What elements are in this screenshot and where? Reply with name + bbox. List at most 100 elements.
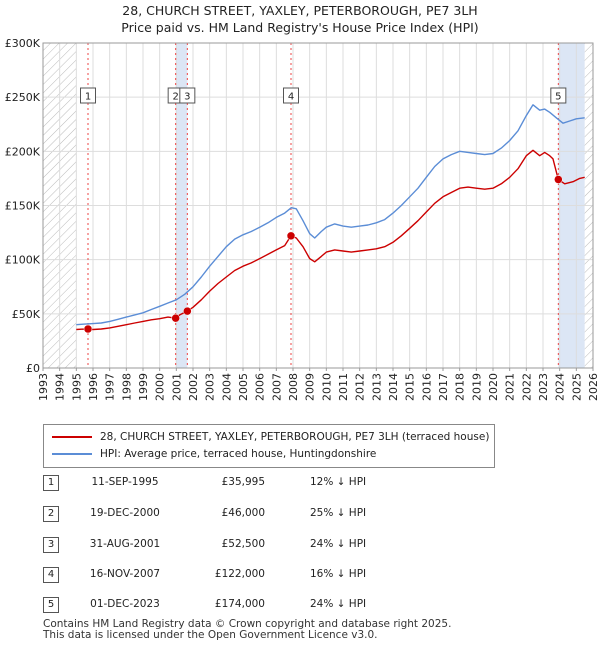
transaction-hpi-diff: 24% ↓ HPI bbox=[310, 598, 367, 610]
hpi-series-line bbox=[76, 104, 585, 326]
legend-label-hpi: HPI: Average price, terraced house, Hunt… bbox=[100, 448, 377, 460]
price-chart: 1 2 3 4 5£0£50K£100K£150K£200K£250K£300K1993… bbox=[5, 37, 600, 401]
y-tick-label: £0 bbox=[26, 362, 40, 375]
x-tick-label: 2011 bbox=[337, 373, 350, 401]
x-tick-label: 2008 bbox=[287, 373, 300, 401]
sale-label-number: 2 bbox=[172, 92, 178, 103]
transaction-date: 11-SEP-1995 bbox=[91, 476, 159, 488]
x-tick-label: 1996 bbox=[87, 373, 100, 401]
transaction-number-badge: 5 bbox=[43, 597, 59, 613]
x-tick-label: 1993 bbox=[37, 373, 50, 401]
footer-line-2: This data is licensed under the Open Gov… bbox=[43, 629, 378, 641]
transaction-hpi-diff: 25% ↓ HPI bbox=[310, 507, 367, 519]
transaction-number-badge: 1 bbox=[43, 475, 59, 491]
sale-label-frame bbox=[179, 87, 196, 104]
x-tick-label: 2003 bbox=[204, 373, 217, 401]
x-tick-label: 1994 bbox=[54, 373, 67, 401]
transaction-number-badge: 4 bbox=[43, 567, 59, 583]
sale-label-number: 1 bbox=[85, 92, 91, 103]
x-tick-label: 2015 bbox=[404, 373, 417, 401]
x-tick-label: 2018 bbox=[454, 373, 467, 401]
sale-label-number: 4 bbox=[288, 92, 294, 103]
transaction-price: £52,500 bbox=[221, 538, 265, 550]
y-tick-label: £150K bbox=[5, 200, 41, 213]
x-tick-label: 1998 bbox=[120, 373, 133, 401]
legend-item-hpi: HPI: Average price, terraced house, Hunt… bbox=[52, 446, 376, 462]
transaction-hpi-diff: 24% ↓ HPI bbox=[310, 538, 367, 550]
sale-label-frame bbox=[283, 87, 299, 104]
sale-label-box: 3 bbox=[179, 87, 196, 104]
sale-label-number: 3 bbox=[184, 92, 190, 103]
transaction-date: 19-DEC-2000 bbox=[90, 507, 160, 519]
x-tick-label: 2023 bbox=[537, 373, 550, 401]
plot-frame bbox=[42, 42, 594, 369]
transaction-number-badge: 2 bbox=[43, 506, 59, 522]
sale-label-frame bbox=[80, 87, 96, 104]
legend-line-property bbox=[52, 436, 92, 438]
legend-line-hpi bbox=[52, 453, 92, 455]
y-tick-label: £50K bbox=[12, 308, 41, 321]
footer-line-1: Contains HM Land Registry data © Crown c… bbox=[43, 618, 452, 630]
x-tick-label: 1997 bbox=[104, 373, 117, 401]
transaction-row: 5 01-DEC-2023 £174,000 24% ↓ HPI bbox=[0, 597, 600, 617]
transaction-date: 01-DEC-2023 bbox=[90, 598, 160, 610]
x-tick-label: 2014 bbox=[387, 373, 400, 401]
property-series-line bbox=[76, 149, 585, 331]
x-tick-label: 1999 bbox=[137, 373, 150, 401]
x-tick-label: 2009 bbox=[304, 373, 317, 401]
sale-point bbox=[554, 175, 563, 184]
transaction-row: 1 11-SEP-1995 £35,995 12% ↓ HPI bbox=[0, 475, 600, 495]
x-tick-label: 1995 bbox=[70, 373, 83, 401]
sale-label-frame bbox=[550, 87, 567, 104]
y-tick-label: £100K bbox=[5, 254, 41, 267]
x-tick-label: 2010 bbox=[320, 373, 333, 401]
transaction-price: £46,000 bbox=[221, 507, 265, 519]
transaction-date: 16-NOV-2007 bbox=[89, 568, 161, 580]
x-tick-label: 2013 bbox=[370, 373, 383, 401]
x-tick-label: 2026 bbox=[587, 373, 600, 401]
y-tick-label: £250K bbox=[5, 91, 41, 104]
x-tick-label: 2002 bbox=[187, 373, 200, 401]
sale-point bbox=[286, 231, 296, 241]
transaction-price: £174,000 bbox=[214, 598, 265, 610]
transaction-date: 31-AUG-2001 bbox=[89, 538, 161, 550]
x-tick-label: 2016 bbox=[420, 373, 433, 401]
legend-label-property: 28, CHURCH STREET, YAXLEY, PETERBOROUGH,… bbox=[100, 431, 490, 443]
x-tick-label: 2019 bbox=[470, 373, 483, 401]
x-tick-label: 2022 bbox=[520, 373, 533, 401]
transaction-row: 2 19-DEC-2000 £46,000 25% ↓ HPI bbox=[0, 506, 600, 526]
sale-point bbox=[183, 306, 192, 316]
y-tick-label: £200K bbox=[5, 145, 41, 158]
x-tick-label: 2004 bbox=[220, 373, 233, 401]
transaction-number-badge: 3 bbox=[43, 537, 59, 553]
transaction-hpi-diff: 16% ↓ HPI bbox=[310, 568, 367, 580]
x-tick-label: 2021 bbox=[504, 373, 517, 401]
y-tick-label: £300K bbox=[5, 37, 41, 50]
chart-title: 28, CHURCH STREET, YAXLEY, PETERBOROUGH,… bbox=[122, 3, 478, 18]
sale-point bbox=[171, 313, 180, 323]
x-tick-label: 2024 bbox=[554, 373, 567, 401]
chart-title-block: 28, CHURCH STREET, YAXLEY, PETERBOROUGH,… bbox=[0, 2, 600, 36]
sale-label-box: 1 bbox=[80, 87, 96, 104]
transaction-row: 4 16-NOV-2007 £122,000 16% ↓ HPI bbox=[0, 567, 600, 587]
x-tick-label: 2020 bbox=[487, 373, 500, 401]
chart-subtitle: Price paid vs. HM Land Registry's House … bbox=[121, 20, 479, 35]
x-tick-label: 2017 bbox=[437, 373, 450, 401]
sale-point bbox=[83, 324, 93, 334]
transaction-row: 3 31-AUG-2001 £52,500 24% ↓ HPI bbox=[0, 537, 600, 557]
x-tick-label: 2005 bbox=[237, 373, 250, 401]
transaction-hpi-diff: 12% ↓ HPI bbox=[310, 476, 367, 488]
x-tick-label: 2001 bbox=[170, 373, 183, 401]
transaction-price: £122,000 bbox=[214, 568, 265, 580]
sale-label-box: 5 bbox=[550, 87, 567, 104]
sale-label-number: 5 bbox=[555, 92, 561, 103]
sale-label-box: 4 bbox=[283, 87, 299, 104]
legend-item-property: 28, CHURCH STREET, YAXLEY, PETERBOROUGH,… bbox=[52, 429, 489, 445]
x-tick-label: 2007 bbox=[270, 373, 283, 401]
x-tick-label: 2012 bbox=[354, 373, 367, 401]
legend: 28, CHURCH STREET, YAXLEY, PETERBOROUGH,… bbox=[43, 424, 495, 468]
x-tick-label: 2000 bbox=[154, 373, 167, 401]
x-tick-label: 2025 bbox=[570, 373, 583, 401]
footer-attribution: Contains HM Land Registry data © Crown c… bbox=[43, 619, 451, 641]
transaction-price: £35,995 bbox=[221, 476, 265, 488]
